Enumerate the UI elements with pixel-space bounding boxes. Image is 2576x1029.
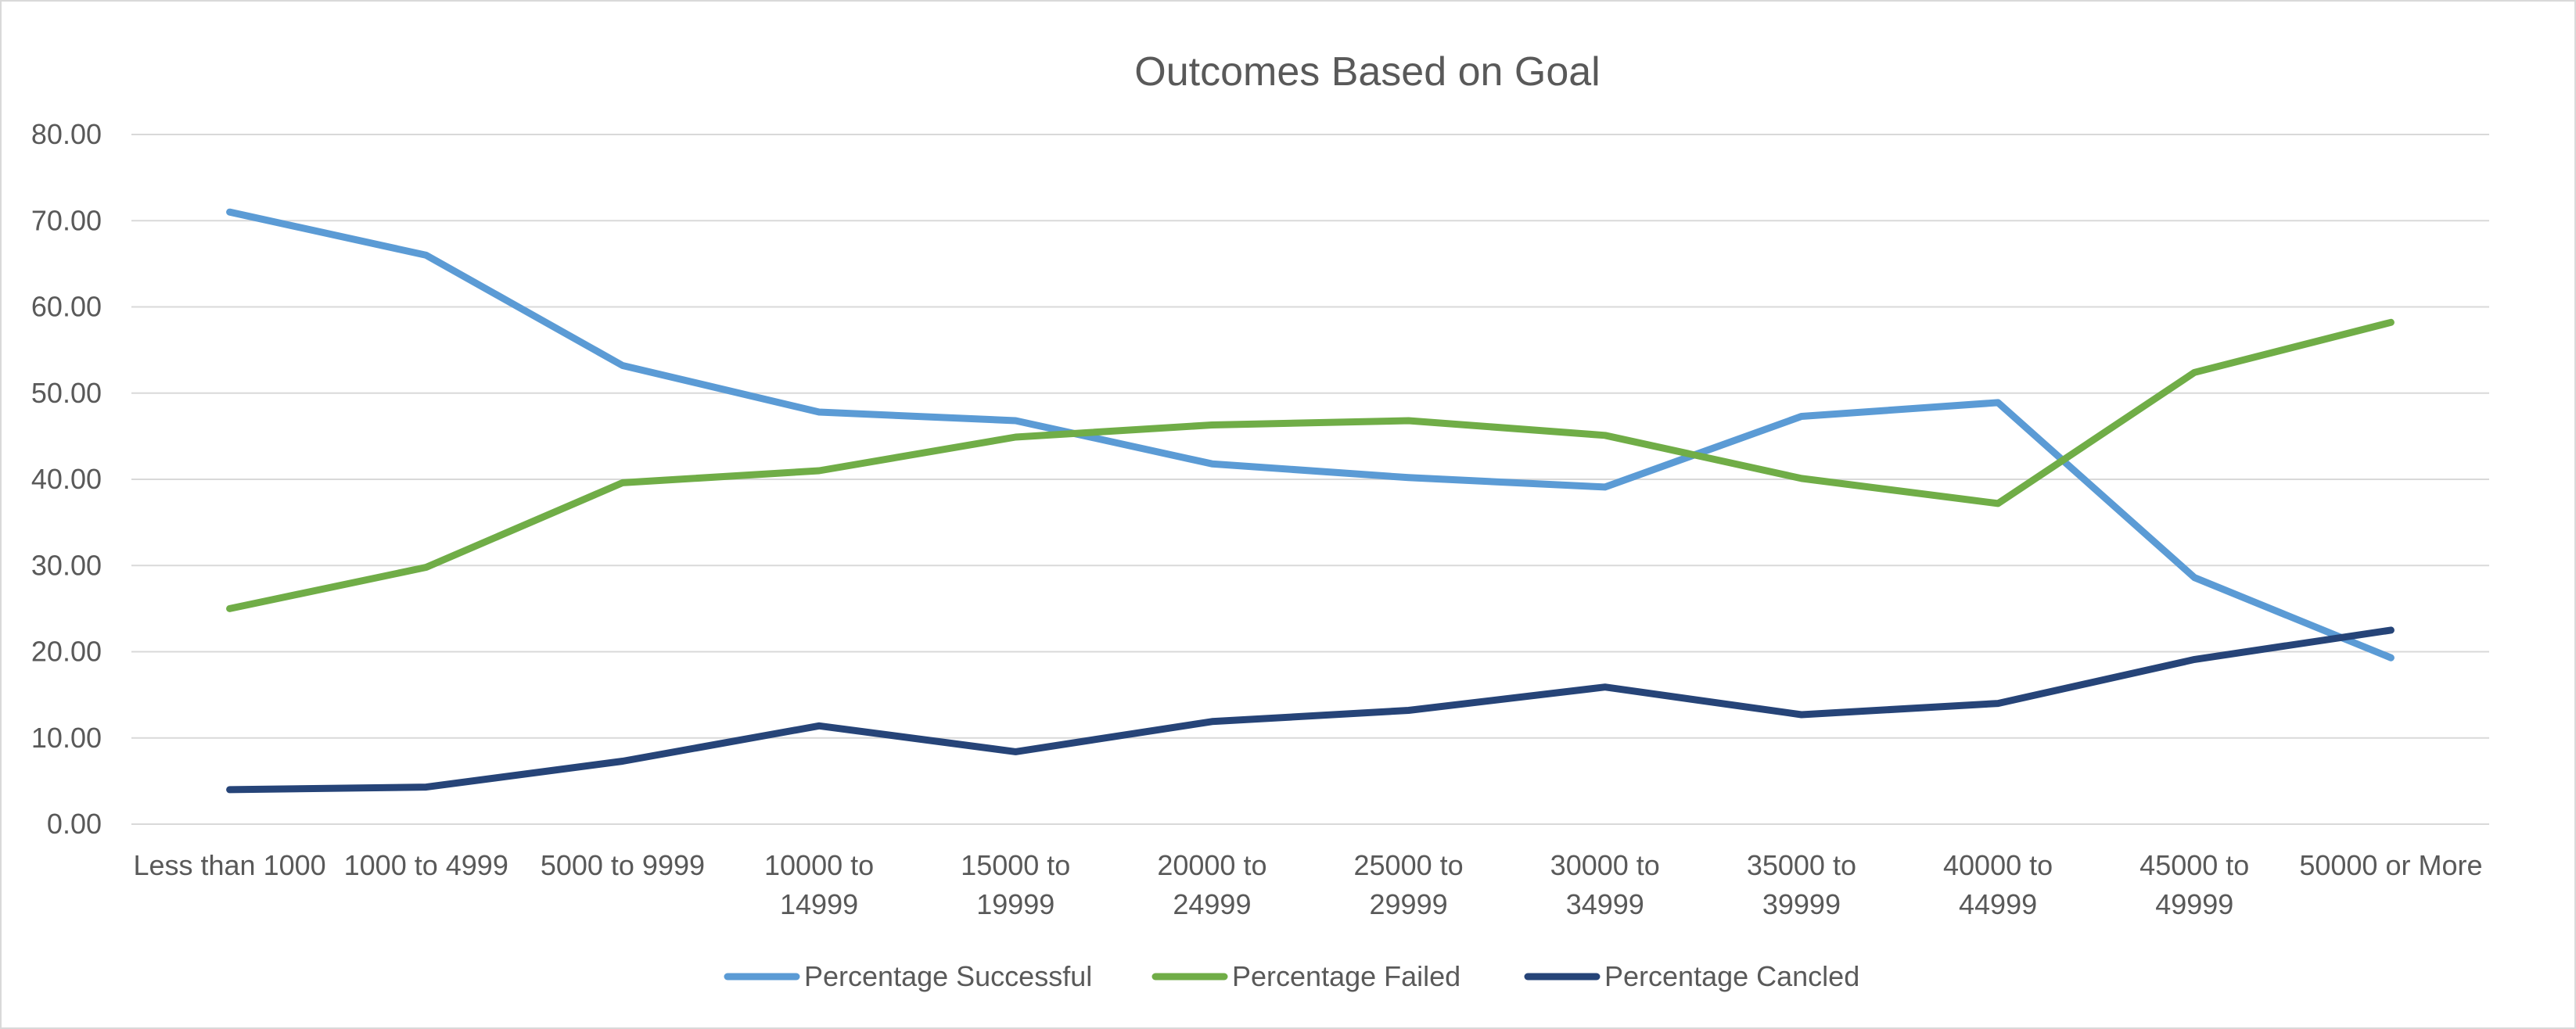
x-tick-label: 40000 to 44999 bbox=[1943, 849, 2053, 920]
y-tick-label: 60.00 bbox=[31, 291, 102, 323]
x-tick-label: 10000 to 14999 bbox=[764, 849, 874, 920]
x-tick-label-line: 24999 bbox=[1173, 888, 1251, 920]
y-tick-label: 70.00 bbox=[31, 204, 102, 236]
legend-label: Percentage Failed bbox=[1232, 960, 1460, 992]
x-tick-label-line: 19999 bbox=[976, 888, 1054, 920]
x-tick-label-line: 20000 to bbox=[1157, 849, 1266, 881]
x-tick-label-line: 10000 to bbox=[764, 849, 874, 881]
x-tick-label-line: Less than 1000 bbox=[133, 849, 325, 881]
x-tick-label-line: 5000 to 9999 bbox=[541, 849, 705, 881]
x-tick-label: 15000 to 19999 bbox=[961, 849, 1070, 920]
series-lines bbox=[226, 208, 2395, 794]
x-tick-label-line: 29999 bbox=[1370, 888, 1448, 920]
x-tick-label-line: 45000 to bbox=[2139, 849, 2249, 881]
x-tick-label-line: 49999 bbox=[2155, 888, 2233, 920]
x-tick-label-line: 39999 bbox=[1762, 888, 1841, 920]
series-line bbox=[226, 208, 2395, 662]
y-tick-label: 50.00 bbox=[31, 377, 102, 409]
y-tick-label: 80.00 bbox=[31, 118, 102, 150]
x-tick-label-line: 30000 to bbox=[1550, 849, 1660, 881]
x-tick-label-line: 14999 bbox=[780, 888, 858, 920]
x-tick-label-line: 35000 to bbox=[1747, 849, 1856, 881]
x-tick-label: 30000 to 34999 bbox=[1550, 849, 1660, 920]
legend-label: Percentage Successful bbox=[804, 960, 1092, 992]
x-tick-label: 35000 to 39999 bbox=[1747, 849, 1856, 920]
gridlines bbox=[131, 134, 2489, 825]
x-tick-label-line: 25000 to bbox=[1354, 849, 1464, 881]
series-line bbox=[226, 626, 2395, 794]
series-line bbox=[226, 318, 2395, 612]
y-axis-ticks: 0.00 10.00 20.00 30.00 40.00 50.00 60.00 70.00 8… bbox=[31, 118, 102, 840]
legend: Percentage Successful Percentage Failed Pe… bbox=[724, 960, 1859, 992]
y-tick-label: 40.00 bbox=[31, 463, 102, 495]
x-tick-label-line: 44999 bbox=[1959, 888, 2037, 920]
x-axis-ticks: Less than 1000 1000 to 4999 5000 to 9999 10… bbox=[133, 849, 2482, 920]
x-tick-label-line: 50000 or More bbox=[2299, 849, 2482, 881]
x-tick-label: 25000 to 29999 bbox=[1354, 849, 1464, 920]
x-tick-label-line: 40000 to bbox=[1943, 849, 2053, 881]
y-tick-label: 20.00 bbox=[31, 636, 102, 668]
x-tick-label: 1000 to 4999 bbox=[344, 849, 508, 881]
chart-title: Outcomes Based on Goal bbox=[1134, 49, 1600, 95]
x-tick-label: 20000 to 24999 bbox=[1157, 849, 1266, 920]
legend-label: Percentage Cancled bbox=[1604, 960, 1859, 992]
x-tick-label: 45000 to 49999 bbox=[2139, 849, 2249, 920]
x-tick-label: 5000 to 9999 bbox=[541, 849, 705, 881]
x-tick-label-line: 1000 to 4999 bbox=[344, 849, 508, 881]
y-tick-label: 0.00 bbox=[47, 808, 102, 840]
y-tick-label: 30.00 bbox=[31, 549, 102, 581]
x-tick-label-line: 15000 to bbox=[961, 849, 1070, 881]
x-tick-label: Less than 1000 bbox=[133, 849, 325, 881]
x-tick-label-line: 34999 bbox=[1566, 888, 1644, 920]
x-tick-label: 50000 or More bbox=[2299, 849, 2482, 881]
y-tick-label: 10.00 bbox=[31, 722, 102, 754]
